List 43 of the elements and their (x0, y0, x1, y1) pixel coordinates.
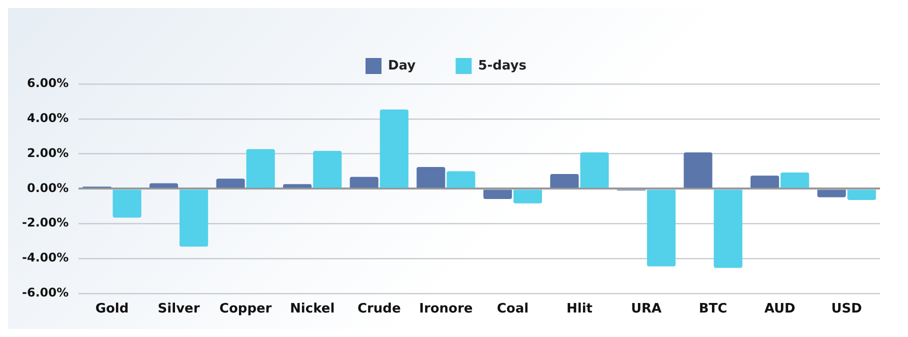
bar (780, 172, 810, 188)
legend-label: Day (388, 58, 416, 74)
x-tick-label: USD (831, 302, 862, 317)
bar (817, 190, 846, 198)
y-tick-label: 4.00% (26, 111, 69, 126)
x-tick-label: Crude (357, 302, 401, 317)
bar (684, 152, 712, 188)
bar (246, 149, 275, 188)
bar (380, 109, 408, 188)
y-tick-label: -4.00% (22, 250, 69, 265)
bar (350, 176, 378, 188)
bar (313, 150, 342, 188)
x-tick-label: Silver (158, 302, 200, 317)
y-tick-label: -2.00% (22, 216, 69, 230)
x-tick-label: URA (630, 302, 662, 317)
bar (283, 184, 312, 188)
x-tick-label: Ironore (419, 302, 473, 317)
bar (483, 190, 512, 199)
y-tick-label: 0.00% (26, 180, 69, 195)
bar (714, 190, 742, 268)
bar (180, 190, 208, 247)
x-tick-label: AUD (764, 302, 796, 317)
y-tick-label: 2.00% (26, 146, 69, 160)
x-tick-label: Hlit (566, 302, 592, 317)
bar (149, 183, 178, 188)
y-tick-label: -6.00% (22, 286, 69, 300)
bar (513, 190, 542, 204)
x-tick-label: Copper (219, 302, 272, 317)
bar (750, 176, 780, 188)
bar (847, 190, 876, 200)
bar (580, 152, 609, 188)
bar (446, 171, 476, 188)
bar (416, 167, 446, 188)
x-tick-label: Gold (95, 302, 129, 317)
bar (216, 178, 245, 188)
bar (550, 174, 579, 188)
y-tick-label: 6.00% (26, 76, 69, 90)
x-tick-label: BTC (698, 302, 728, 317)
x-tick-label: Coal (496, 302, 529, 317)
bar (647, 190, 676, 266)
x-tick-label: Nickel (290, 302, 335, 317)
bar (112, 190, 142, 218)
legend-label: 5-days (478, 58, 527, 74)
